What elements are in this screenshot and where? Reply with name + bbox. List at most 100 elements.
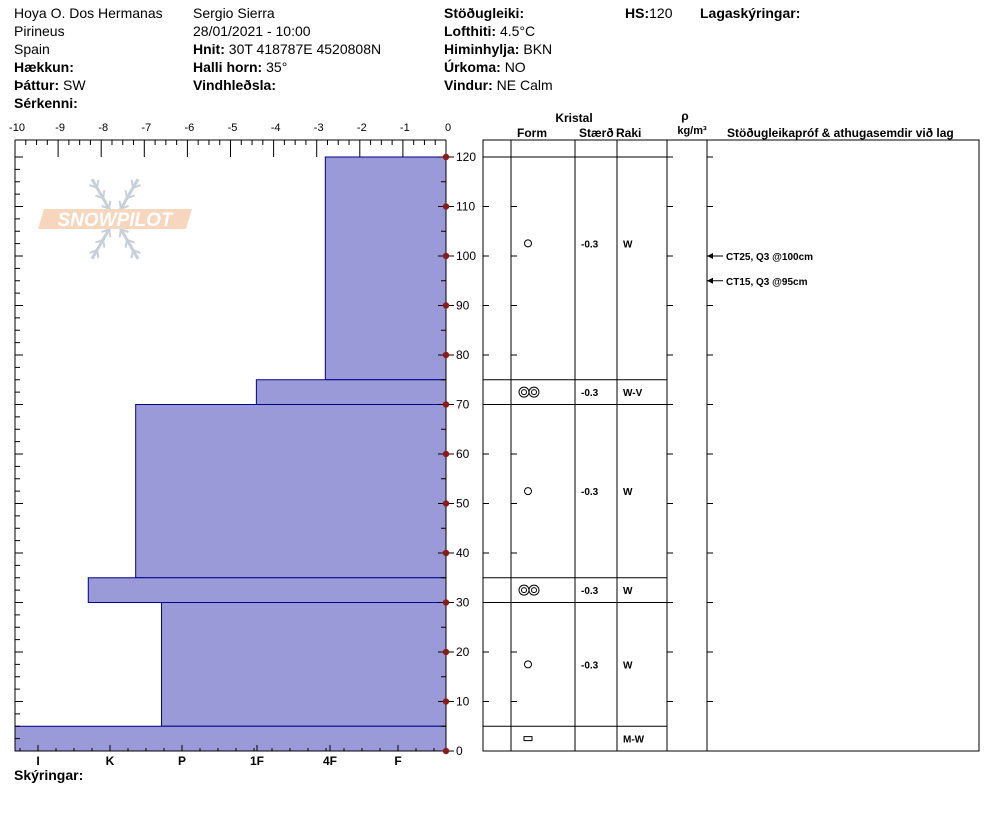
height-tick-label: 30 xyxy=(456,596,470,610)
stability-test-note: CT15, Q3 @95cm xyxy=(726,277,808,288)
location: Hoya O. Dos Hermanas xyxy=(14,5,163,21)
height-marker xyxy=(442,450,450,458)
layer-notes-label: Lagaskýringar: xyxy=(700,5,801,21)
hardness-bar-4 xyxy=(161,602,447,727)
slope-value: 35° xyxy=(266,59,288,75)
crystal-form-icon xyxy=(531,389,537,396)
height-marker xyxy=(442,252,450,260)
moisture-value: W xyxy=(623,586,633,597)
temperature-tick-label: -4 xyxy=(271,122,281,134)
crystal-size: -0.3 xyxy=(581,388,599,399)
form-header: Form xyxy=(517,126,547,140)
hs-value: 120 xyxy=(649,5,673,21)
sky-value: BKN xyxy=(523,41,553,57)
airtemp-value: 4.5°C xyxy=(499,23,536,39)
height-tick-label: 60 xyxy=(456,447,470,461)
snowflake-branch xyxy=(101,204,110,210)
height-marker xyxy=(442,401,450,408)
moisture-value: W-V xyxy=(623,388,643,399)
crystal-size: -0.3 xyxy=(581,660,599,671)
hardness-tick-label: F xyxy=(394,754,401,768)
temperature-tick-label: -10 xyxy=(9,122,25,134)
snowflake-branch xyxy=(120,228,129,234)
height-marker xyxy=(442,351,450,359)
snowflake-branch xyxy=(96,250,100,259)
snowflake-branch xyxy=(102,190,106,199)
snowflake-branch xyxy=(130,250,134,259)
precip: Úrkoma: NO xyxy=(444,58,526,76)
snowflake-branch xyxy=(118,229,122,238)
height-tick-label: 20 xyxy=(456,645,470,659)
slope: Halli horn: 35° xyxy=(193,58,287,76)
crystal-form-icon xyxy=(524,239,532,248)
hardness-tick-label: 4F xyxy=(323,754,337,768)
snowflake-branch xyxy=(130,179,134,188)
coords-value: 30T 418787E 4520808N xyxy=(228,41,382,57)
slope-label: Halli horn: xyxy=(193,59,263,75)
specifics: Sérkenni: xyxy=(14,94,78,112)
height-tick-label: 10 xyxy=(456,695,470,709)
layer-table-frame xyxy=(482,139,980,752)
crystal-form-icon xyxy=(524,660,532,669)
height-marker xyxy=(442,648,450,656)
crystal-size: -0.3 xyxy=(581,586,599,597)
aspect: Þáttur: SW xyxy=(14,76,86,94)
hardness-tick-label: K xyxy=(106,754,115,768)
height-marker xyxy=(442,747,450,755)
logo-banner xyxy=(38,209,192,229)
height-marker xyxy=(442,203,450,210)
density-unit: kg/m³ xyxy=(677,125,707,137)
snowflake-branch xyxy=(132,184,141,189)
hardness-bar-1 xyxy=(255,379,447,405)
crystal-size: -0.3 xyxy=(581,487,599,498)
stability: Stöðugleiki: xyxy=(444,4,524,22)
snowflake-branch xyxy=(126,238,135,244)
crystal-form-icon xyxy=(528,584,540,596)
temperature-tick-label: -1 xyxy=(400,122,410,134)
height-marker xyxy=(442,302,450,309)
temperature-tick-label: -6 xyxy=(185,122,195,134)
temperature-tick-label: -7 xyxy=(141,122,151,134)
snowflake-branch xyxy=(108,229,112,238)
specifics-label: Sérkenni: xyxy=(14,95,78,111)
crystal-form-icon xyxy=(521,389,527,396)
hardness-bar-0 xyxy=(324,156,447,381)
moisture-value: W xyxy=(623,487,633,498)
temperature-tick-label: 0 xyxy=(445,122,451,134)
temperature-tick-label: -2 xyxy=(357,122,367,134)
height-tick-label: 120 xyxy=(456,150,476,164)
crystal-form-icon xyxy=(524,487,532,496)
wind-label: Vindur: xyxy=(444,77,493,93)
windload-label: Vindhleðsla: xyxy=(193,77,276,93)
airtemp-label: Lofthiti: xyxy=(444,23,497,39)
test-arrow-head xyxy=(707,253,713,259)
observer: Sergio Sierra xyxy=(193,5,275,21)
height-tick-label: 70 xyxy=(456,398,470,412)
precip-label: Úrkoma: xyxy=(444,59,501,75)
snowflake-branch xyxy=(126,194,135,200)
precip-value: NO xyxy=(504,59,526,75)
height-tick-label: 40 xyxy=(456,546,470,560)
height-tick-label: 50 xyxy=(456,497,470,511)
height-tick-label: 100 xyxy=(456,249,476,263)
notes: Skýringar: xyxy=(14,766,83,784)
snowflake-branch xyxy=(89,184,98,189)
hardness-tick-label: I xyxy=(36,754,39,768)
crystal-form-icon xyxy=(528,386,540,398)
hardness-tick-label: P xyxy=(178,754,186,768)
hs-label: HS: xyxy=(625,5,650,21)
hardness-bar-5 xyxy=(14,725,447,752)
aspect-label: Þáttur: xyxy=(14,77,60,93)
snowflake-branch xyxy=(108,200,112,209)
height-marker xyxy=(442,153,450,161)
elevation-label: Hækkun: xyxy=(14,59,74,75)
moisture-value: W xyxy=(623,660,633,671)
aspect-value: SW xyxy=(63,77,86,93)
moisture-header: Raki xyxy=(616,126,641,140)
height-marker xyxy=(442,500,450,507)
snowflake-branch xyxy=(89,249,98,254)
temperature-tick-label: -8 xyxy=(98,122,108,134)
stability-test-note: CT25, Q3 @100cm xyxy=(726,252,813,263)
sky-label: Himinhylja: xyxy=(444,41,520,57)
